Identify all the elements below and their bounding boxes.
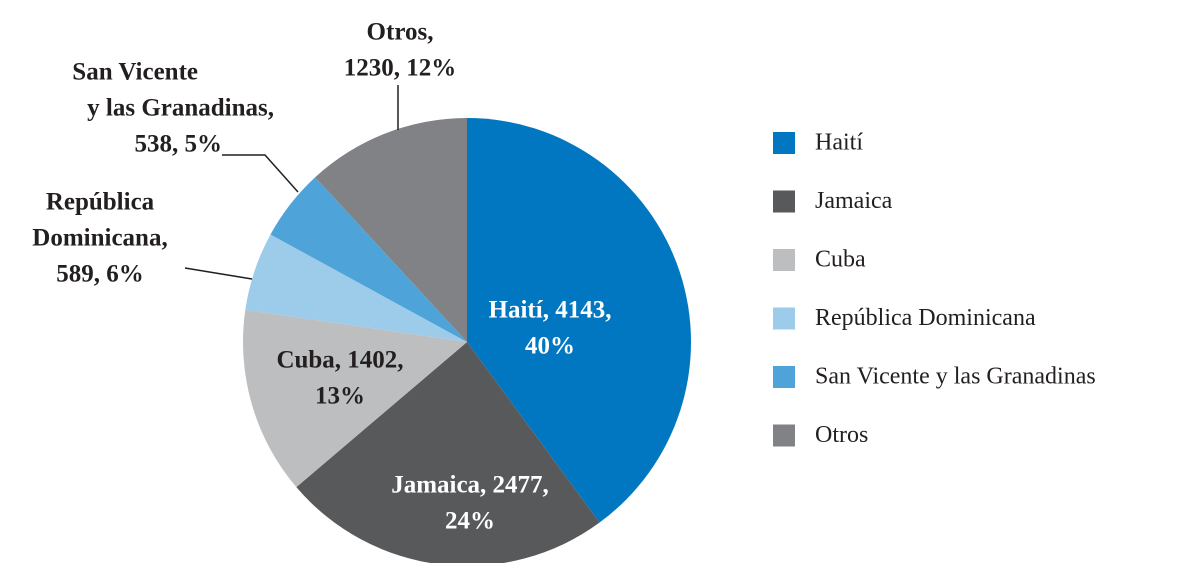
pie-slice (296, 342, 600, 563)
legend-swatch (773, 132, 795, 154)
pie-slice (467, 118, 691, 523)
data-label: 40% (525, 333, 575, 360)
data-label: 538, 5% (135, 131, 223, 158)
legend-label: Otros (815, 422, 868, 448)
leader-lines (184, 85, 399, 280)
legend-label: Haití (815, 130, 863, 156)
data-label: Jamaica, 2477, (391, 472, 549, 499)
pie (243, 118, 691, 563)
pie-slice (243, 309, 467, 488)
pie-slice (270, 177, 467, 342)
leader-line (222, 154, 299, 193)
data-label: Otros, (367, 19, 434, 46)
legend-swatch (773, 249, 795, 271)
legend-swatch (773, 307, 795, 330)
pie-slice (315, 118, 467, 342)
data-label: San Vicente (72, 59, 198, 86)
legend-swatch (773, 424, 795, 447)
leader-line (184, 267, 253, 280)
legend-label: República Dominicana (815, 305, 1036, 331)
legend-swatch (773, 366, 795, 388)
legend-label: Jamaica (815, 188, 893, 214)
legend-swatch (773, 190, 795, 213)
data-label: República (46, 189, 155, 216)
data-label: 1230, 12% (344, 55, 457, 82)
legend-label: Cuba (815, 247, 866, 273)
data-label: 589, 6% (56, 261, 144, 288)
pie-slice (245, 234, 467, 342)
data-label: Haití, 4143, (489, 297, 612, 324)
legend-label: San Vicente y las Granadinas (815, 364, 1096, 390)
data-label: Cuba, 1402, (276, 347, 403, 374)
data-label: 24% (445, 508, 495, 535)
data-label: y las Granadinas, (87, 95, 274, 122)
data-label: Dominicana, (32, 225, 167, 252)
data-label: 13% (315, 383, 365, 410)
